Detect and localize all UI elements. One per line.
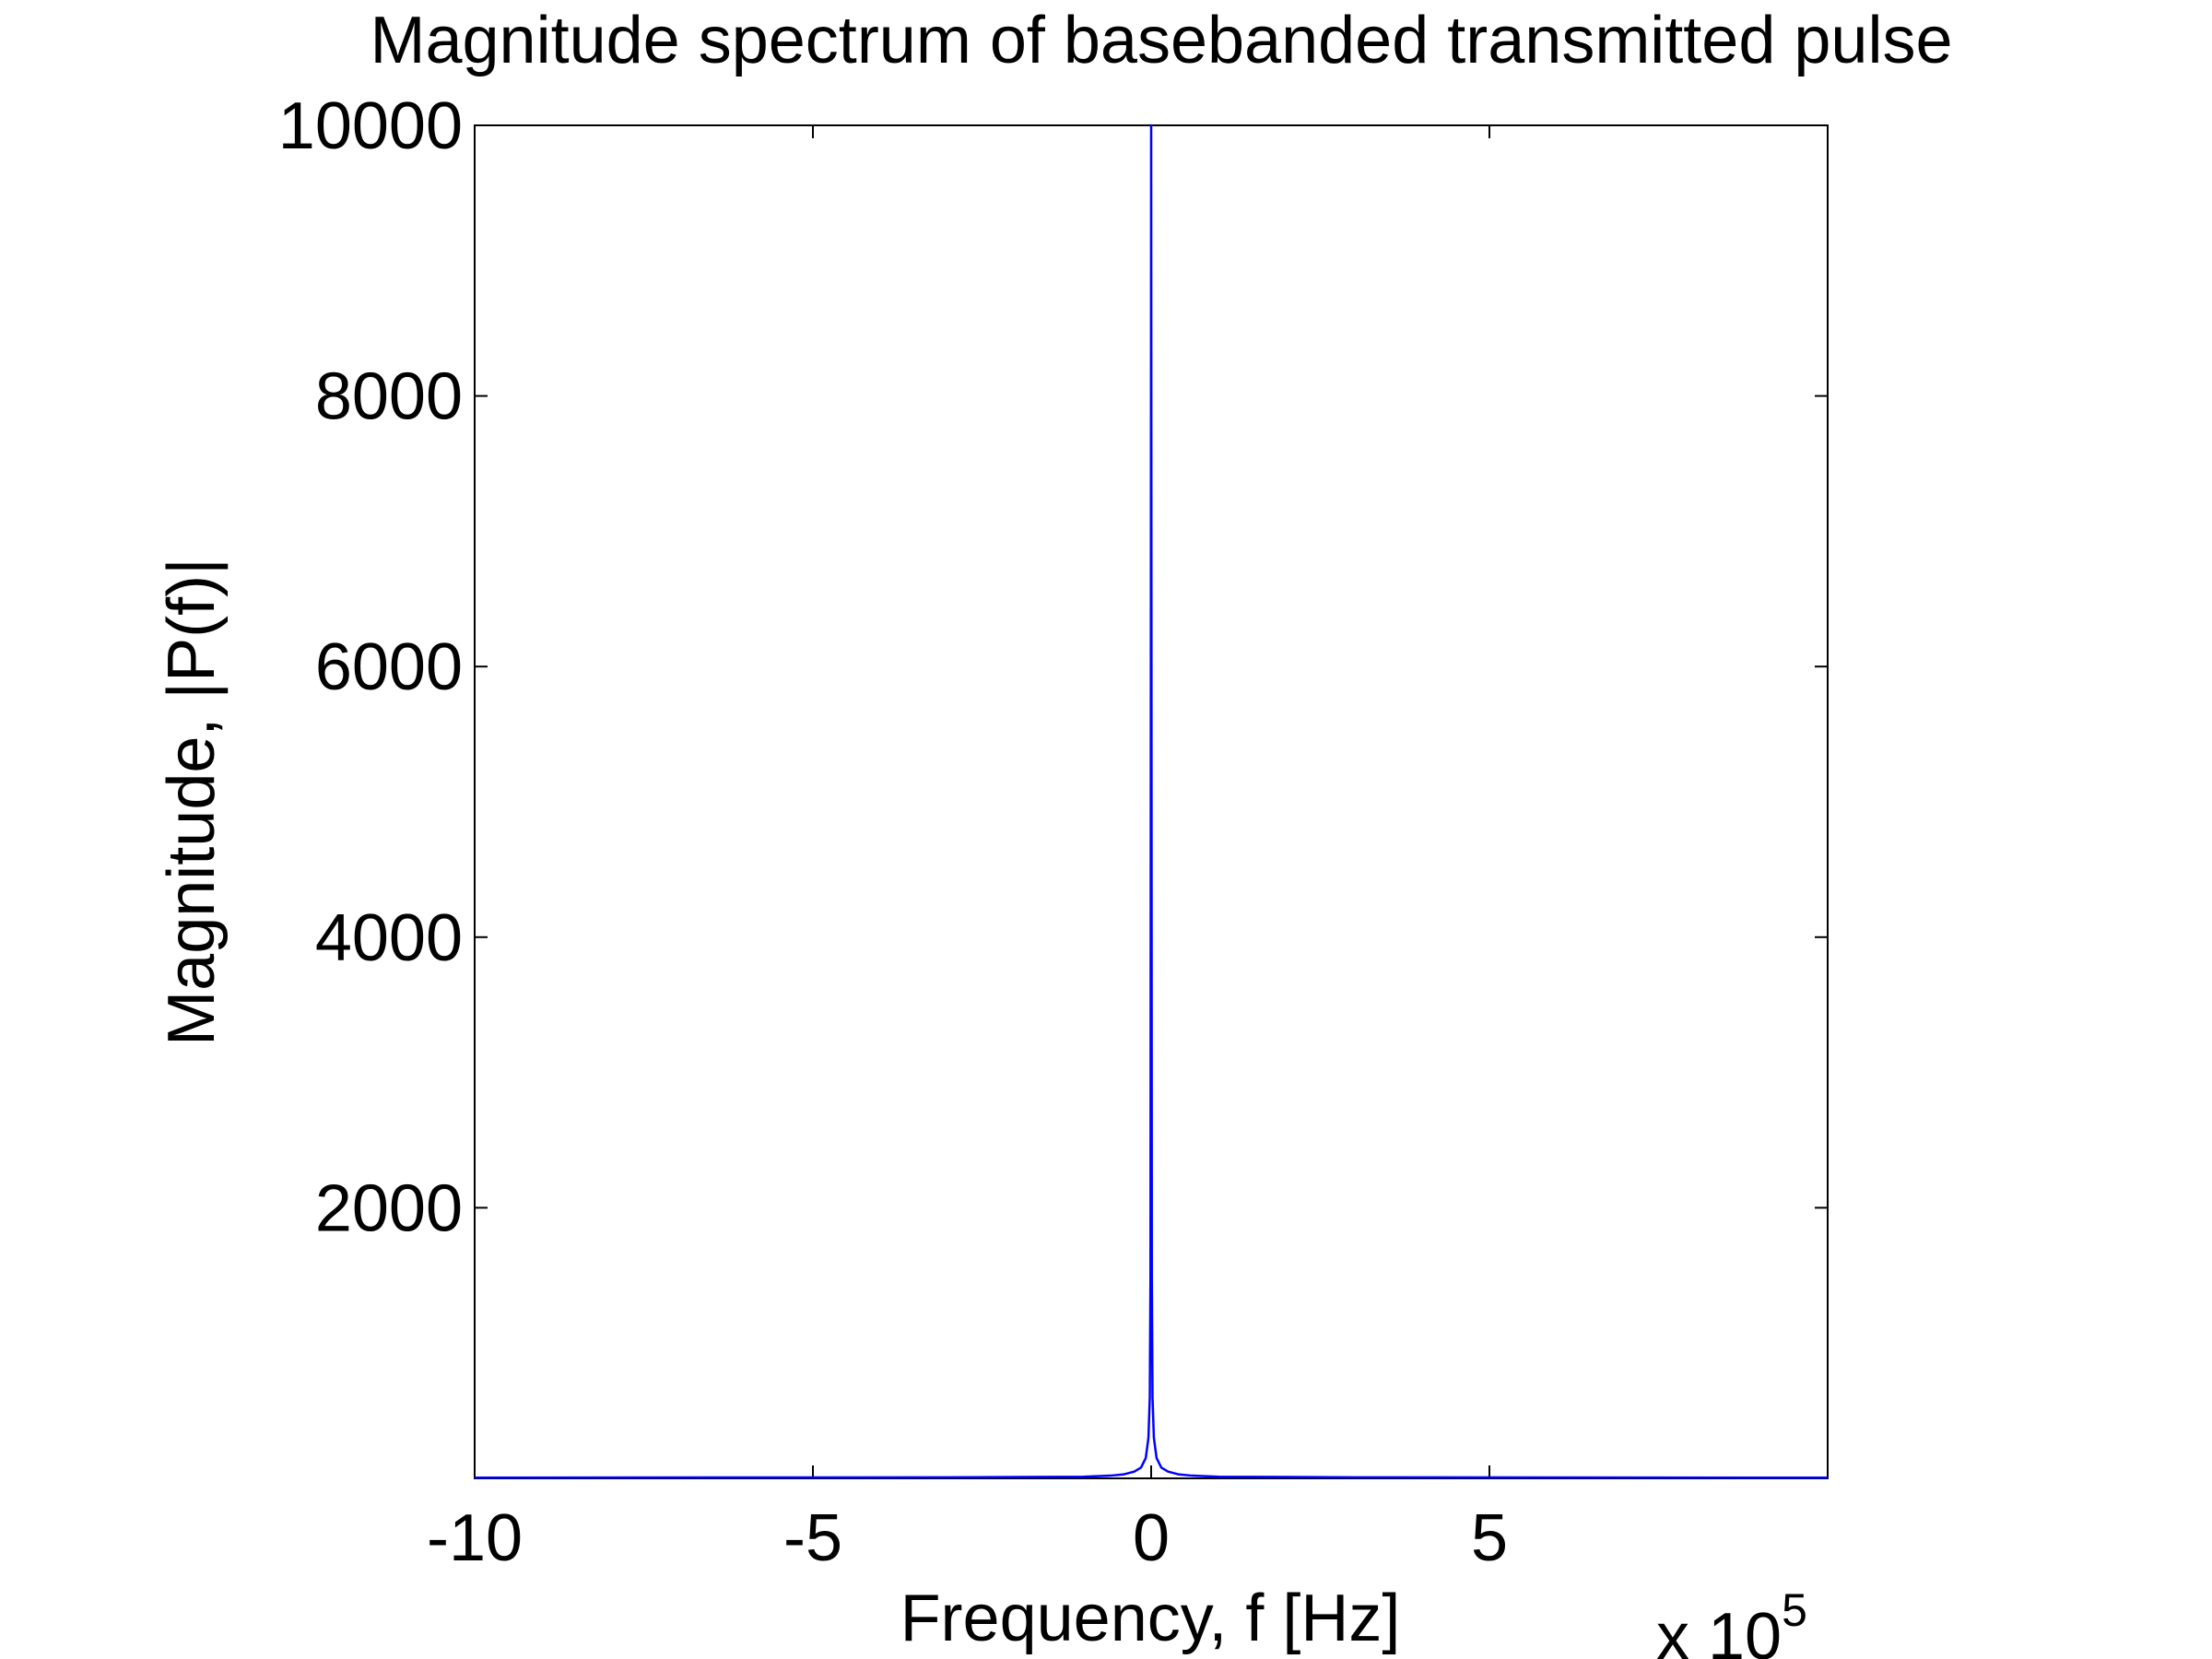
x-tick-label: 5 bbox=[1471, 1501, 1508, 1575]
spectrum-series-line bbox=[474, 124, 1829, 1479]
x-tick-label: -10 bbox=[427, 1501, 523, 1575]
y-tick-label: 2000 bbox=[315, 1171, 463, 1245]
x-axis-label: Frequency, f [Hz] bbox=[900, 1582, 1401, 1655]
x-axis: -10 -5 0 5 bbox=[427, 125, 1508, 1575]
y-tick-label: 4000 bbox=[315, 901, 463, 975]
x-exponent-base: x 10 bbox=[1656, 1600, 1782, 1659]
y-tick-label: 8000 bbox=[315, 360, 463, 434]
y-tick-label: 10000 bbox=[278, 89, 463, 163]
x-tick-label: -5 bbox=[783, 1501, 842, 1575]
y-tick-label: 6000 bbox=[315, 630, 463, 704]
y-axis: 2000 4000 6000 8000 10000 bbox=[278, 89, 1828, 1245]
x-exponent-power: 5 bbox=[1782, 1584, 1807, 1636]
x-tick-label: 0 bbox=[1133, 1501, 1170, 1575]
x-axis-exponent: x 105 bbox=[1656, 1584, 1807, 1659]
series-layer bbox=[474, 124, 1829, 1479]
y-axis-label: Magnitude, |P(f)| bbox=[155, 558, 229, 1046]
chart-title: Magnitude spectrum of basebanded transmi… bbox=[370, 4, 1952, 77]
